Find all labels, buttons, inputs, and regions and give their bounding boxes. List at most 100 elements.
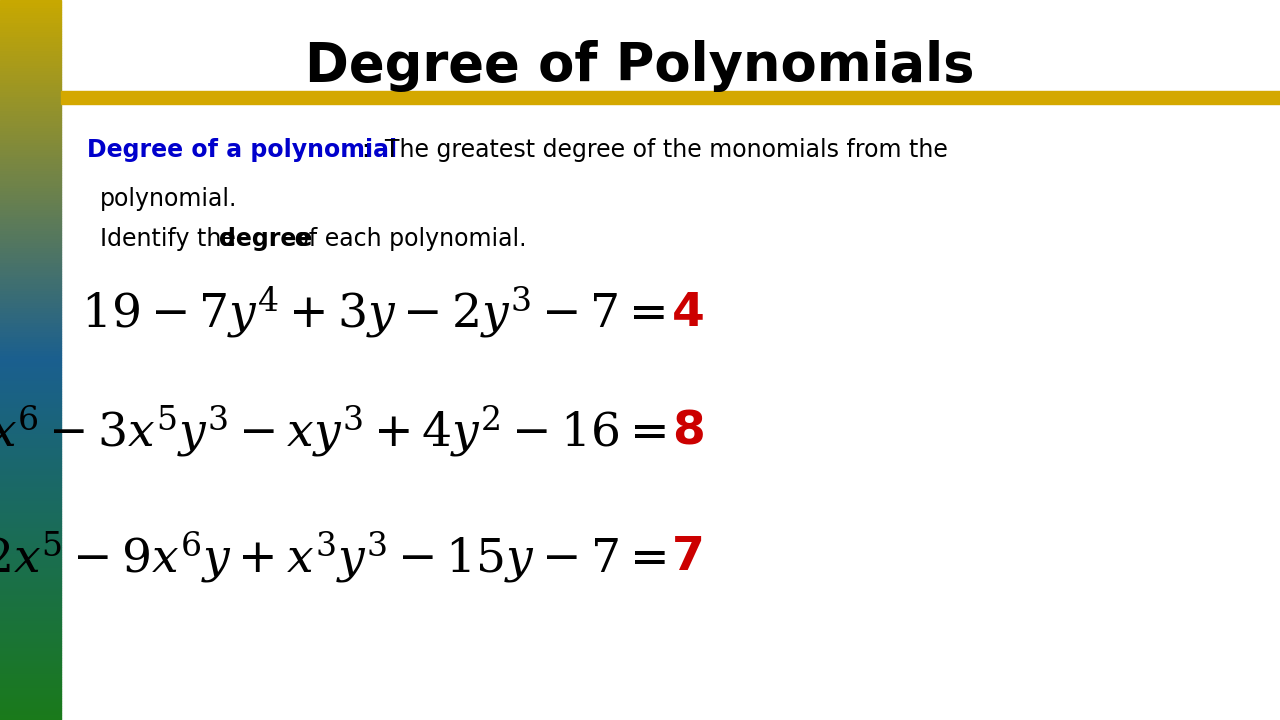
Bar [0, 168, 61, 171]
Bar [0, 214, 61, 216]
Bar [0, 619, 61, 621]
Bar [0, 595, 61, 598]
Bar [0, 662, 61, 665]
Bar [0, 499, 61, 502]
Bar [0, 17, 61, 19]
Bar [0, 348, 61, 351]
Bar [0, 439, 61, 441]
Bar [0, 473, 61, 475]
Bar [0, 511, 61, 513]
Bar [0, 451, 61, 454]
Bar [0, 254, 61, 257]
Text: $12x^6-3x^5y^3-xy^3+4y^2-16=$: $12x^6-3x^5y^3-xy^3+4y^2-16=$ [0, 404, 666, 460]
Bar [0, 643, 61, 646]
Bar [0, 48, 61, 50]
Bar [0, 585, 61, 588]
Bar [0, 41, 61, 43]
Bar [0, 5, 61, 7]
Bar [0, 264, 61, 266]
Bar [0, 79, 61, 81]
Bar [0, 679, 61, 682]
Bar [0, 693, 61, 696]
Bar [0, 418, 61, 420]
Bar [0, 655, 61, 657]
Bar [0, 269, 61, 271]
Bar [0, 574, 61, 576]
Bar [0, 641, 61, 643]
Bar [0, 708, 61, 711]
Bar [0, 302, 61, 305]
Bar [0, 346, 61, 348]
Bar [0, 274, 61, 276]
Bar [0, 295, 61, 297]
Bar [0, 173, 61, 175]
Bar [0, 247, 61, 250]
Bar [0, 477, 61, 480]
Bar [0, 103, 61, 106]
Bar [0, 31, 61, 34]
Bar [0, 624, 61, 626]
Bar [0, 324, 61, 326]
Bar [0, 600, 61, 603]
Bar [0, 523, 61, 526]
Bar [0, 518, 61, 521]
Bar [0, 367, 61, 369]
Bar [0, 487, 61, 490]
Bar [0, 230, 61, 233]
Bar [0, 677, 61, 679]
Bar [0, 34, 61, 36]
Bar [0, 161, 61, 163]
Bar [0, 583, 61, 585]
Text: Degree of a polynomial: Degree of a polynomial [87, 138, 397, 162]
Bar [0, 96, 61, 99]
Bar [0, 77, 61, 79]
Bar [0, 413, 61, 415]
Bar [0, 559, 61, 562]
Bar [0, 0, 61, 2]
Text: of each polynomial.: of each polynomial. [287, 227, 526, 251]
Bar [0, 74, 61, 77]
Text: $19-7y^4+3y-2y^3-7=$: $19-7y^4+3y-2y^3-7=$ [81, 285, 666, 341]
Bar [0, 653, 61, 655]
Bar [0, 65, 61, 67]
Text: :  The greatest degree of the monomials from the: : The greatest degree of the monomials f… [362, 138, 948, 162]
Bar [0, 470, 61, 473]
Bar [0, 252, 61, 254]
Bar [0, 382, 61, 384]
Text: Degree of Polynomials: Degree of Polynomials [305, 40, 975, 91]
Bar [0, 441, 61, 444]
Bar [0, 211, 61, 214]
Bar [0, 394, 61, 396]
Bar [0, 238, 61, 240]
Bar [0, 139, 61, 142]
Bar [0, 535, 61, 538]
Bar [0, 137, 61, 139]
Bar [0, 9, 61, 12]
Bar [0, 495, 61, 497]
Bar [0, 293, 61, 295]
Bar [0, 27, 61, 29]
Bar [0, 99, 61, 101]
Bar [0, 14, 61, 17]
Bar [0, 22, 61, 24]
Bar [0, 444, 61, 446]
Bar [0, 564, 61, 567]
Bar [0, 72, 61, 74]
Bar [0, 675, 61, 677]
Bar [0, 569, 61, 571]
Bar [0, 466, 61, 468]
Bar [0, 454, 61, 456]
Bar [0, 374, 61, 377]
Bar [0, 554, 61, 557]
Bar [0, 185, 61, 187]
Bar [0, 552, 61, 554]
Bar [0, 2, 61, 5]
Bar [0, 317, 61, 319]
Bar [0, 605, 61, 607]
Bar [0, 621, 61, 624]
Bar [0, 482, 61, 485]
Bar [0, 398, 61, 401]
Bar [0, 50, 61, 53]
Text: 4: 4 [672, 291, 705, 336]
Bar [0, 485, 61, 487]
